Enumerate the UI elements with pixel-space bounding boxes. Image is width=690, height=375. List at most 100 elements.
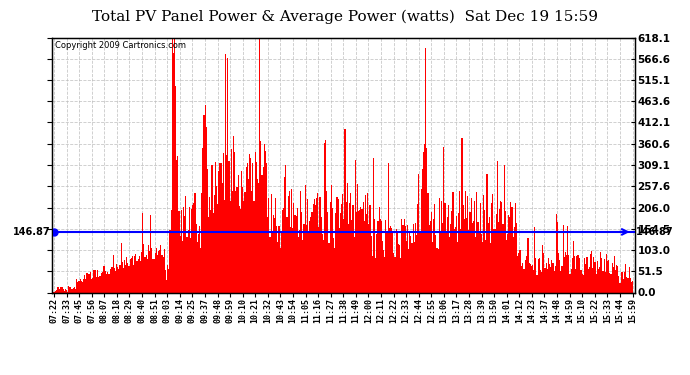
Bar (465, 191, 466, 292)
Bar (532, 265, 533, 292)
Bar (593, 257, 595, 292)
Bar (486, 174, 488, 292)
Bar (506, 240, 507, 292)
Bar (153, 259, 155, 292)
Bar (148, 245, 149, 292)
Bar (425, 48, 426, 292)
Bar (599, 267, 600, 292)
Bar (539, 258, 540, 292)
Bar (82, 282, 83, 292)
Bar (259, 38, 260, 292)
Bar (192, 205, 193, 292)
Bar (190, 237, 191, 292)
Bar (109, 273, 110, 292)
Bar (206, 128, 207, 292)
Bar (418, 174, 420, 292)
Bar (585, 264, 586, 292)
Bar (275, 198, 276, 292)
Bar (557, 222, 558, 292)
Bar (590, 254, 591, 292)
Bar (571, 269, 572, 292)
Bar (168, 269, 169, 292)
Bar (500, 201, 501, 292)
Bar (457, 242, 458, 292)
Bar (439, 198, 440, 292)
Text: Total PV Panel Power & Average Power (watts)  Sat Dec 19 15:59: Total PV Panel Power & Average Power (wa… (92, 9, 598, 24)
Bar (326, 191, 327, 292)
Bar (525, 260, 526, 292)
Bar (325, 140, 326, 292)
Bar (334, 248, 335, 292)
Bar (348, 224, 349, 292)
Bar (335, 213, 337, 292)
Bar (172, 53, 174, 292)
Bar (311, 212, 313, 292)
Bar (317, 193, 318, 292)
Bar (474, 201, 475, 292)
Bar (629, 267, 630, 292)
Bar (566, 255, 567, 292)
Bar (426, 148, 427, 292)
Bar (57, 286, 58, 292)
Bar (72, 288, 74, 292)
Bar (330, 202, 331, 292)
Bar (417, 204, 418, 292)
Bar (523, 268, 524, 292)
Bar (339, 228, 340, 292)
Bar (66, 290, 67, 292)
Bar (217, 204, 218, 292)
Bar (92, 278, 93, 292)
Bar (163, 257, 164, 292)
Bar (424, 144, 425, 292)
Bar (569, 274, 571, 292)
Bar (99, 276, 100, 292)
Bar (420, 232, 421, 292)
Bar (327, 213, 328, 292)
Bar (471, 198, 472, 292)
Bar (197, 242, 198, 292)
Bar (526, 256, 527, 292)
Bar (477, 222, 479, 292)
Bar (450, 224, 451, 292)
Bar (406, 241, 407, 292)
Bar (355, 160, 356, 292)
Bar (379, 207, 380, 292)
Bar (460, 229, 462, 292)
Bar (451, 211, 453, 292)
Bar (515, 203, 516, 292)
Bar (293, 203, 295, 292)
Bar (58, 287, 59, 292)
Bar (385, 220, 386, 292)
Bar (479, 231, 480, 292)
Bar (292, 228, 293, 292)
Bar (520, 266, 522, 292)
Bar (291, 189, 292, 292)
Bar (411, 243, 413, 292)
Bar (518, 253, 520, 292)
Bar (256, 162, 257, 292)
Bar (175, 86, 176, 292)
Bar (588, 269, 589, 292)
Bar (314, 199, 315, 292)
Bar (382, 241, 383, 292)
Bar (319, 196, 321, 292)
Bar (233, 136, 234, 292)
Bar (258, 183, 259, 292)
Text: 146.87: 146.87 (13, 227, 50, 237)
Bar (310, 217, 311, 292)
Bar (531, 266, 532, 292)
Bar (368, 224, 369, 292)
Bar (68, 286, 70, 292)
Bar (616, 265, 617, 292)
Bar (466, 217, 467, 292)
Bar (201, 194, 202, 292)
Bar (560, 272, 562, 292)
Bar (572, 258, 573, 292)
Bar (469, 213, 471, 292)
Bar (550, 267, 551, 292)
Bar (266, 164, 267, 292)
Bar (374, 219, 375, 292)
Bar (193, 203, 195, 292)
Bar (472, 223, 473, 292)
Bar (323, 240, 324, 292)
